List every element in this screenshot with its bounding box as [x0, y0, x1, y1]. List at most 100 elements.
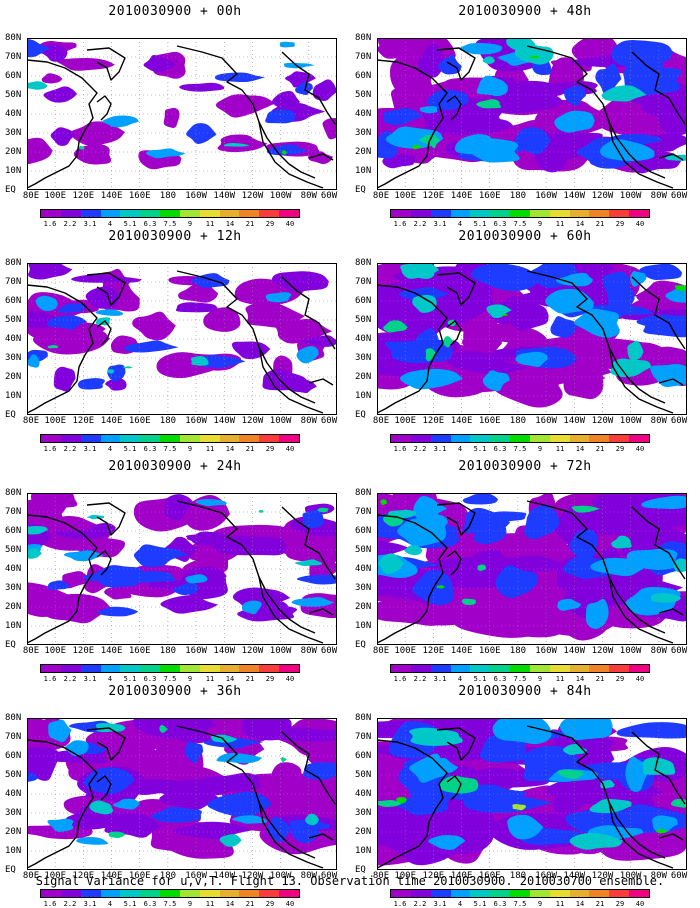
- contour-region: [27, 38, 51, 58]
- colorbar: [40, 889, 300, 898]
- contour-region: [107, 369, 115, 374]
- longitude-label: 140W: [563, 191, 586, 201]
- coastline: [258, 801, 324, 869]
- map-panel: 2010030900 + 48h 80N 70N 60N 50N 40N 30N 20N 10N…: [355, 0, 695, 228]
- latitude-label: 80N: [355, 713, 372, 723]
- colorbar-label: 11: [555, 445, 565, 453]
- coastline: [446, 320, 462, 346]
- latitude-label: 40N: [5, 564, 22, 574]
- latitude-label: 30N: [5, 353, 22, 363]
- longitude-label: 100E: [394, 416, 417, 426]
- longitude-label: 80E: [22, 871, 40, 881]
- colorbar-label: 7.5: [163, 900, 177, 908]
- contour-region: [179, 82, 225, 92]
- colorbar-label: 2.2: [63, 220, 77, 228]
- contour-region: [657, 105, 687, 136]
- contour-region: [571, 505, 600, 513]
- longitude-label: 160W: [185, 646, 207, 656]
- colorbar-swatch: [410, 665, 431, 672]
- colorbar-label: 14: [225, 445, 235, 453]
- coastline: [377, 514, 448, 644]
- map-plot: [377, 263, 687, 415]
- contour-region: [554, 110, 595, 133]
- latitude-label: 10N: [355, 621, 372, 631]
- contour-region: [27, 548, 42, 559]
- map-svg: [27, 263, 337, 415]
- colorbar-label: 3.1: [433, 675, 447, 683]
- longitude-label: 160W: [185, 871, 207, 881]
- contour-region: [599, 139, 655, 161]
- contour-region: [312, 79, 337, 101]
- colorbar-swatch: [450, 210, 471, 217]
- longitude-label: 60W: [320, 646, 338, 656]
- longitude-label: 80E: [372, 871, 390, 881]
- contour-region: [145, 148, 186, 159]
- colorbar-label: 29: [615, 675, 625, 683]
- colorbar-label: 7.5: [513, 900, 527, 908]
- colorbar-label: 21: [595, 675, 605, 683]
- coastline: [281, 51, 336, 125]
- longitude-label: 140E: [450, 646, 473, 656]
- variance-field: [27, 38, 337, 170]
- coastline: [96, 550, 112, 576]
- contour-region: [133, 718, 217, 739]
- coastline: [608, 801, 674, 869]
- contour-region: [514, 127, 551, 155]
- latitude-label: 10N: [5, 166, 22, 176]
- colorbar-swatch: [199, 435, 220, 442]
- coastline: [526, 270, 666, 404]
- coastline: [86, 47, 126, 81]
- colorbar-label: 1.6: [43, 675, 57, 683]
- contour-region: [399, 368, 463, 390]
- panel-title: 2010030900 + 24h: [108, 459, 242, 474]
- contour-region: [172, 582, 199, 596]
- colorbar-swatch: [279, 210, 299, 217]
- contour-region: [377, 540, 410, 557]
- longitude-label: 60W: [670, 646, 688, 656]
- colorbar-label: 7.5: [513, 675, 527, 683]
- longitude-label: 140E: [100, 646, 123, 656]
- colorbar-swatch: [569, 210, 590, 217]
- contour-region: [396, 797, 407, 804]
- longitude-label: 140E: [450, 871, 473, 881]
- latitude-label: EQ: [5, 185, 16, 195]
- colorbar-label: 29: [615, 900, 625, 908]
- colorbar-label: 2.2: [63, 445, 77, 453]
- colorbar-label: 4: [107, 900, 113, 908]
- coastline: [526, 500, 666, 634]
- colorbar-swatch: [239, 210, 260, 217]
- latitude-label: 20N: [5, 827, 22, 837]
- coastline: [258, 121, 324, 189]
- coastline: [308, 378, 334, 386]
- map-plot: [377, 38, 687, 190]
- contour-region: [529, 55, 539, 59]
- contour-region: [207, 791, 273, 818]
- colorbar-label: 7.5: [513, 445, 527, 453]
- colorbar-swatch: [279, 890, 299, 897]
- longitude-label: 100E: [44, 191, 67, 201]
- longitude-label: 80E: [372, 191, 390, 201]
- latitude-label: 60N: [5, 751, 22, 761]
- colorbar-label: 7.5: [163, 445, 177, 453]
- colorbar-label: 2.2: [413, 675, 427, 683]
- longitude-label: 140E: [450, 416, 473, 426]
- map-svg: [377, 263, 687, 415]
- contour-region: [296, 346, 319, 364]
- contour-region: [215, 94, 272, 118]
- latitude-label: 80N: [355, 258, 372, 268]
- colorbar: [390, 209, 650, 218]
- contour-region: [463, 790, 553, 813]
- colorbar-label: 9: [537, 220, 543, 228]
- colorbar-label: 11: [205, 445, 215, 453]
- colorbar-label: 5.1: [123, 220, 137, 228]
- contour-region: [650, 782, 687, 803]
- coastline: [608, 346, 674, 414]
- contour-region: [104, 584, 132, 600]
- colorbar-label: 29: [265, 220, 275, 228]
- colorbar-swatch: [60, 210, 81, 217]
- coastline: [258, 576, 324, 644]
- colorbar-label: 3.1: [83, 220, 97, 228]
- contour-region: [412, 570, 454, 606]
- contour-region: [200, 772, 261, 792]
- latitude-label: 80N: [5, 488, 22, 498]
